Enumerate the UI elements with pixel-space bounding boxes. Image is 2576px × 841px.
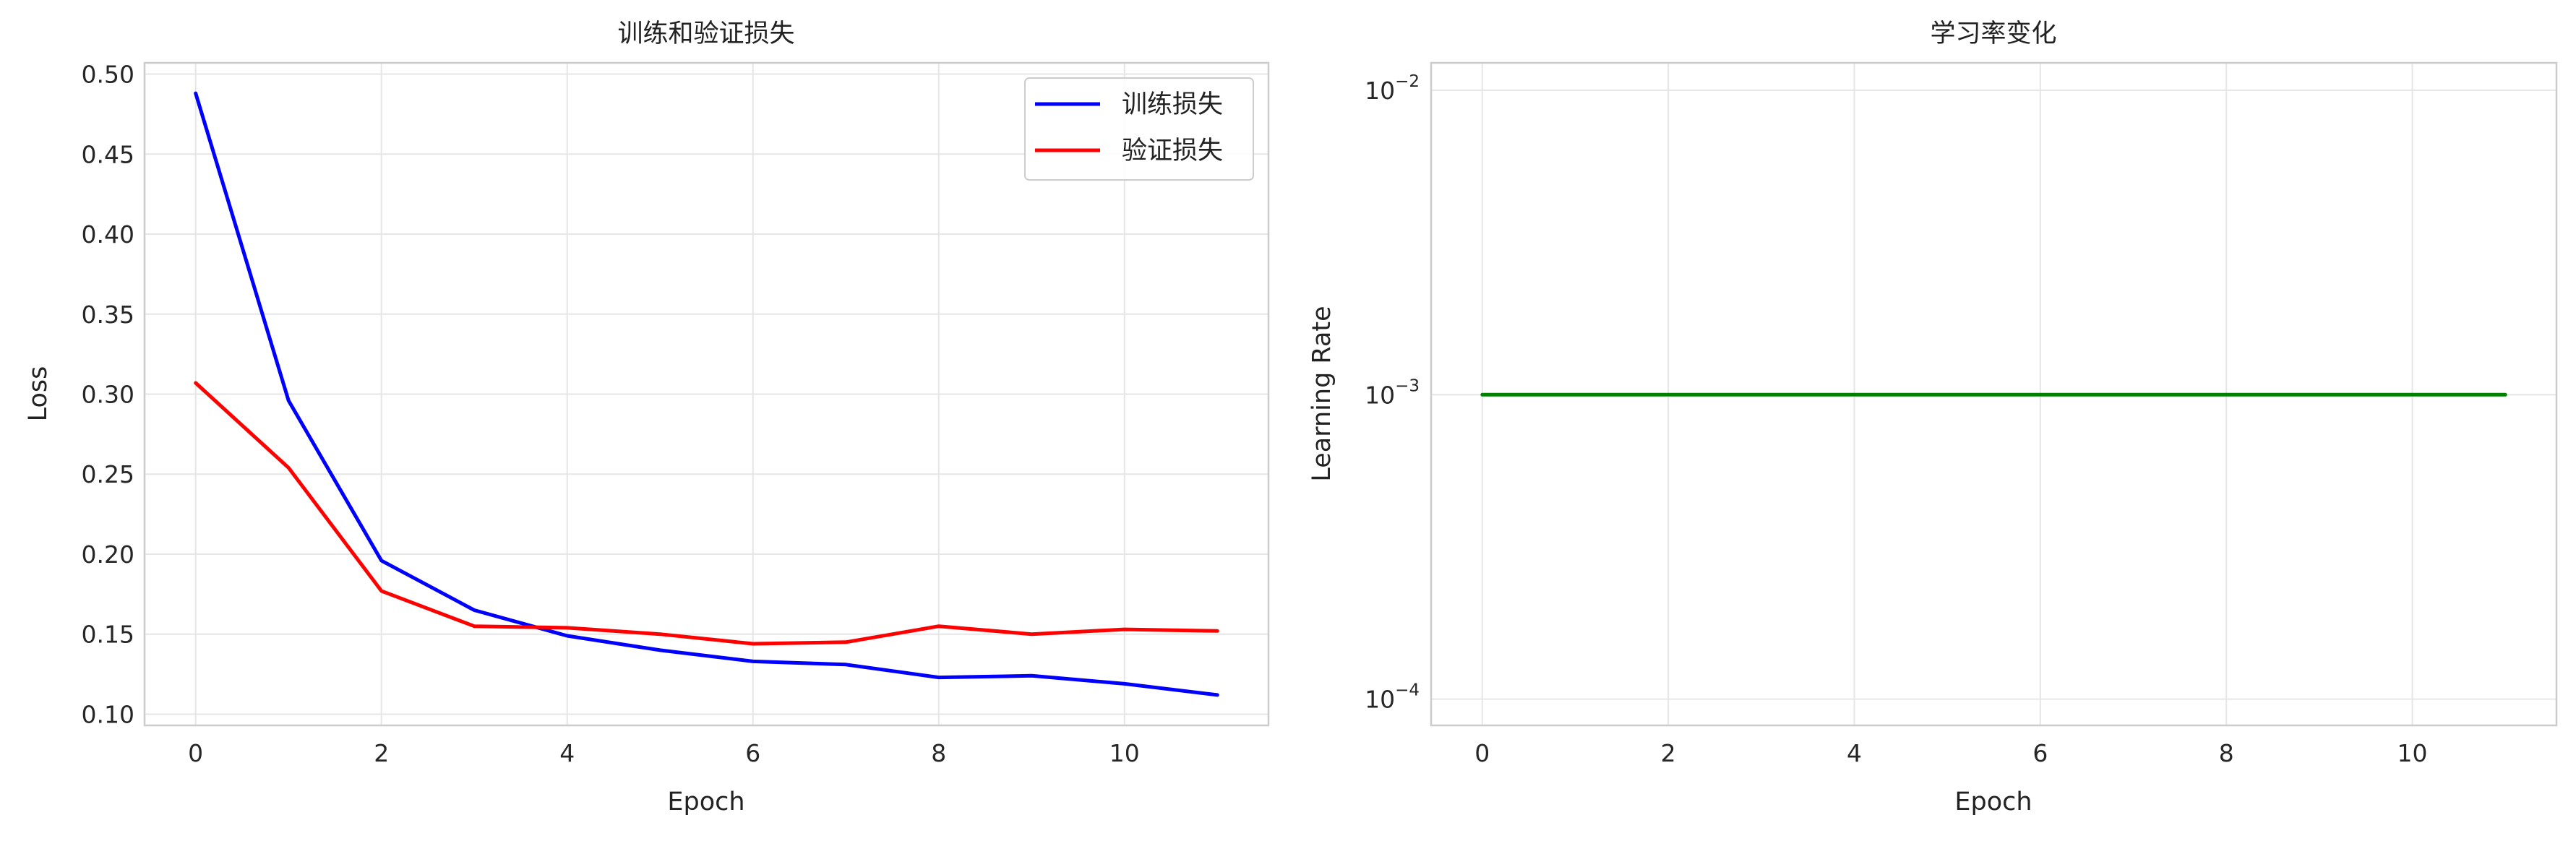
lr-y-tick-label: 10−4: [1365, 681, 1420, 714]
loss-y-tick-label: 0.45: [82, 140, 134, 168]
lr-y-tick-label: 10−2: [1365, 72, 1420, 105]
loss-y-tick-label: 0.50: [82, 61, 134, 89]
loss-y-tick-label: 0.40: [82, 220, 134, 249]
loss-chart-title: 训练和验证损失: [617, 20, 794, 48]
loss-y-tick-label: 0.25: [82, 460, 134, 488]
loss-x-axis-label: Epoch: [667, 788, 744, 816]
lr-x-tick-label: 2: [1661, 739, 1676, 767]
lr-y-tick-label: 10−3: [1365, 376, 1420, 409]
lr-plot-frame: [1430, 61, 2558, 727]
loss-x-tick-label: 10: [1109, 739, 1140, 767]
lr-x-tick-label: 0: [1474, 739, 1490, 767]
loss-legend: 训练损失 验证损失: [1024, 77, 1254, 181]
lr-chart-title: 学习率变化: [1930, 20, 2056, 48]
loss-y-tick-label: 0.20: [82, 540, 134, 569]
loss-y-tick-label: 0.15: [82, 621, 134, 649]
loss-x-tick-label: 8: [931, 739, 946, 767]
loss-y-axis-label: Loss: [24, 366, 53, 422]
legend-label-train-loss: 训练损失: [1122, 90, 1223, 119]
loss-x-tick-label: 6: [745, 739, 760, 767]
lr-x-tick-label: 8: [2219, 739, 2234, 767]
loss-plot-frame: [143, 61, 1270, 727]
lr-x-tick-label: 10: [2397, 739, 2428, 767]
loss-chart: 0 2 4 6 8 10 0.10 0.15 0.20 0.25 0.30 0.35 0.40 0.45 0…: [24, 20, 1270, 816]
learning-rate-chart: 0 2 4 6 8 10 10−4 10−3 10−2 学习率变化 Epoch Learning…: [1308, 20, 2558, 816]
lr-x-tick-label: 6: [2032, 739, 2048, 767]
lr-x-axis-label: Epoch: [1954, 788, 2032, 816]
loss-x-tick-label: 2: [374, 739, 389, 767]
loss-y-tick-label: 0.35: [82, 301, 134, 329]
loss-series-line-1: [194, 381, 1219, 646]
lr-y-axis-label: Learning Rate: [1308, 306, 1336, 481]
loss-x-tick-label: 0: [188, 739, 203, 767]
loss-series-line-0: [194, 91, 1219, 697]
loss-x-tick-label: 4: [559, 739, 575, 767]
loss-y-tick-label: 0.10: [82, 700, 134, 728]
lr-x-tick-label: 4: [1847, 739, 1862, 767]
loss-y-tick-label: 0.30: [82, 381, 134, 409]
legend-label-val-loss: 验证损失: [1122, 137, 1223, 165]
